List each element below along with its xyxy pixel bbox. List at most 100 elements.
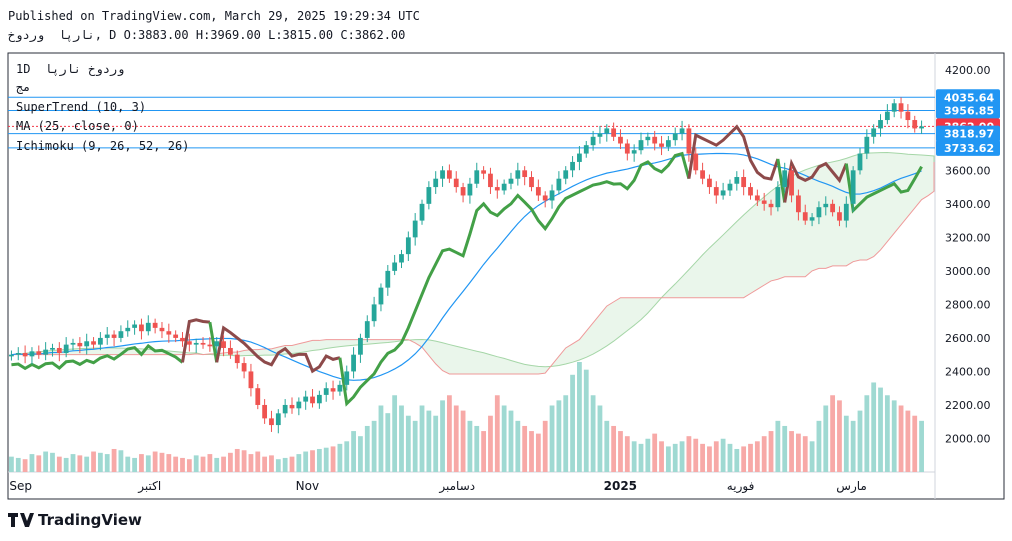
y-tick-label: 4200.00 bbox=[945, 64, 991, 77]
volume-bar bbox=[111, 448, 117, 472]
volume-bar bbox=[570, 374, 575, 472]
volume-bar bbox=[501, 405, 507, 472]
y-tick-label: 2800.00 bbox=[945, 298, 991, 311]
candle-body bbox=[488, 173, 493, 188]
volume-bar bbox=[693, 438, 699, 472]
candle-body bbox=[782, 170, 788, 188]
legend-supertrend[interactable]: SuperTrend (10, 3) bbox=[16, 100, 147, 114]
candle-body bbox=[77, 342, 83, 347]
candle-body bbox=[768, 203, 774, 208]
price-badge bbox=[936, 125, 1000, 142]
candle-body bbox=[337, 384, 343, 392]
candle-body bbox=[111, 334, 117, 338]
volume-bar bbox=[775, 420, 781, 472]
candle-body bbox=[405, 237, 411, 255]
candle-body bbox=[734, 177, 740, 184]
volume-bar bbox=[214, 457, 220, 472]
candle-body bbox=[97, 337, 103, 345]
candle-body bbox=[919, 126, 924, 129]
volume-bar bbox=[611, 425, 617, 472]
candle-body bbox=[741, 177, 747, 188]
candle-body bbox=[193, 342, 199, 345]
candle-body bbox=[700, 170, 705, 179]
candle-body bbox=[837, 212, 842, 221]
volume-bar bbox=[344, 441, 350, 472]
candle-body bbox=[713, 187, 719, 196]
price-badge-label: 3733.62 bbox=[944, 142, 994, 155]
volume-bar bbox=[351, 431, 356, 472]
x-tick-label: مارس bbox=[836, 479, 867, 494]
volume-bar bbox=[173, 456, 179, 472]
candle-body bbox=[426, 187, 432, 204]
candle-body bbox=[433, 178, 439, 188]
volume-bar bbox=[659, 441, 664, 472]
candle-body bbox=[228, 347, 233, 355]
supertrend-line bbox=[215, 325, 341, 374]
candle-body bbox=[173, 334, 179, 338]
volume-bar bbox=[843, 415, 849, 472]
tradingview-logo[interactable]: TradingView bbox=[8, 511, 142, 529]
volume-bar bbox=[686, 436, 692, 472]
candle-body bbox=[583, 145, 589, 154]
volume-bar bbox=[624, 436, 630, 472]
volume-bar bbox=[604, 420, 610, 472]
volume-bar bbox=[638, 443, 644, 472]
volume-bar bbox=[180, 457, 185, 472]
x-tick-label: دسامبر bbox=[438, 479, 475, 494]
candle-body bbox=[9, 354, 14, 357]
volume-bar bbox=[255, 451, 261, 472]
volume-bar bbox=[796, 433, 801, 472]
price-badge bbox=[936, 139, 1000, 156]
candle-body bbox=[385, 270, 391, 288]
candle-body bbox=[672, 133, 678, 141]
candle-body bbox=[707, 178, 712, 188]
supertrend-line bbox=[208, 321, 219, 363]
volume-bar bbox=[919, 420, 924, 472]
volume-bar bbox=[453, 405, 459, 472]
volume-bar bbox=[70, 454, 76, 472]
candle-body bbox=[43, 349, 49, 355]
candle-body bbox=[152, 322, 158, 328]
volume-bar bbox=[754, 441, 760, 472]
legend-ma[interactable]: MA (25, close, 0) bbox=[16, 119, 139, 133]
volume-bar bbox=[590, 395, 596, 472]
volume-bar bbox=[679, 441, 685, 472]
volume-bar bbox=[200, 456, 206, 472]
volume-bar bbox=[15, 457, 21, 472]
x-tick-label: فوریه bbox=[727, 479, 755, 494]
candle-body bbox=[15, 353, 21, 355]
volume-bar bbox=[364, 425, 370, 472]
ma-line bbox=[11, 152, 922, 381]
volume-bar bbox=[118, 450, 124, 472]
volume-bar bbox=[631, 441, 637, 472]
candle-body bbox=[748, 187, 753, 196]
volume-bar bbox=[330, 446, 336, 472]
candle-body bbox=[638, 140, 644, 151]
candle-body bbox=[522, 170, 528, 178]
candle-body bbox=[392, 262, 398, 271]
candle-body bbox=[269, 418, 274, 426]
volume-bar bbox=[577, 362, 582, 472]
volume-bar bbox=[761, 436, 767, 472]
volume-bar bbox=[597, 405, 603, 472]
candle-body bbox=[344, 371, 350, 385]
candle-body bbox=[816, 207, 822, 218]
legend-symbol[interactable]: 1D وردوخ نارپا bbox=[16, 62, 125, 76]
candle-body bbox=[323, 388, 329, 395]
volume-bar bbox=[385, 413, 391, 472]
candle-body bbox=[604, 128, 610, 134]
candle-body bbox=[508, 178, 514, 184]
volume-bar bbox=[508, 410, 514, 472]
candle-body bbox=[275, 413, 281, 426]
legend-ichimoku[interactable]: Ichimoku (9, 26, 52, 26) bbox=[16, 139, 190, 153]
candle-body bbox=[125, 327, 131, 332]
candle-body bbox=[570, 161, 575, 171]
price-badge-label: 3956.85 bbox=[944, 105, 994, 118]
volume-bar bbox=[809, 441, 815, 472]
x-tick-label: 2025 bbox=[604, 479, 637, 493]
volume-bar bbox=[241, 450, 247, 472]
candle-body bbox=[248, 371, 254, 389]
x-tick-label: Sep bbox=[9, 479, 32, 493]
candle-body bbox=[645, 136, 651, 141]
